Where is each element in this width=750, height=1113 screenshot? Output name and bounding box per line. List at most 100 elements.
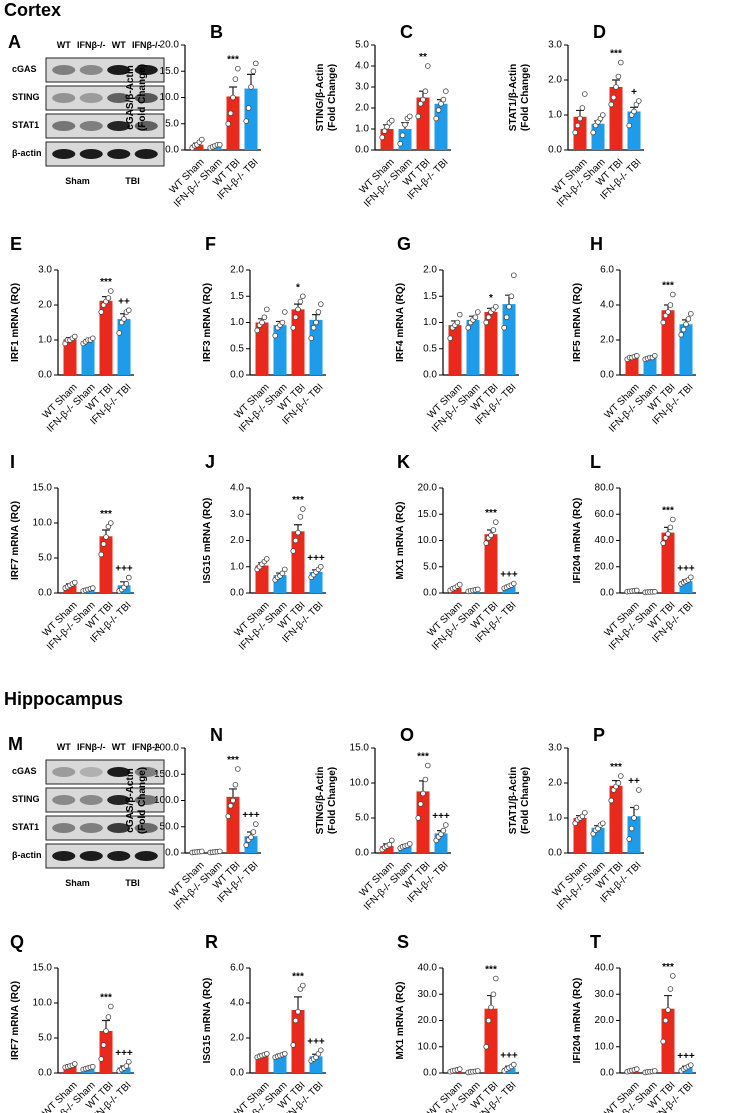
y-axis-label: (Fold Change) bbox=[327, 64, 338, 131]
significance: *** bbox=[662, 281, 674, 292]
data-point bbox=[667, 524, 674, 531]
data-point bbox=[680, 326, 687, 333]
bar bbox=[255, 322, 269, 375]
significance: +++ bbox=[242, 810, 260, 821]
lane-label: IFNβ-/- bbox=[132, 40, 161, 50]
bar bbox=[291, 309, 305, 375]
data-point bbox=[687, 310, 694, 317]
bar bbox=[273, 325, 287, 375]
data-point bbox=[665, 1007, 671, 1013]
data-point bbox=[279, 570, 286, 577]
data-point bbox=[669, 973, 676, 979]
bar bbox=[99, 300, 113, 375]
y-tick-label: 0.0 bbox=[423, 588, 437, 599]
bar bbox=[416, 97, 430, 150]
panel-letter: I bbox=[10, 452, 15, 472]
y-tick-label: 6.0 bbox=[230, 963, 244, 974]
band bbox=[79, 121, 103, 131]
y-tick-label: 0.0 bbox=[230, 370, 244, 381]
data-point bbox=[678, 331, 684, 338]
data-point bbox=[72, 1061, 78, 1067]
y-tick-label: 2.0 bbox=[548, 75, 562, 86]
band bbox=[134, 93, 158, 103]
significance: *** bbox=[100, 277, 112, 288]
band bbox=[79, 851, 103, 861]
y-tick-label: 5.0 bbox=[423, 561, 437, 572]
data-point bbox=[610, 94, 617, 101]
data-point bbox=[105, 295, 112, 301]
bar bbox=[398, 129, 412, 150]
y-tick-label: 10.0 bbox=[418, 535, 438, 546]
y-tick-label: 0.0 bbox=[423, 370, 437, 381]
data-point bbox=[492, 303, 499, 310]
data-point bbox=[199, 136, 205, 143]
band bbox=[107, 93, 131, 103]
panel-letter: E bbox=[10, 234, 22, 254]
data-point bbox=[292, 1017, 299, 1024]
band bbox=[79, 823, 103, 833]
data-point bbox=[381, 128, 388, 134]
lane-label: WT bbox=[57, 742, 71, 752]
data-point bbox=[230, 797, 236, 804]
data-point bbox=[397, 140, 404, 147]
band bbox=[52, 767, 76, 777]
y-tick-label: 10.0 bbox=[350, 778, 370, 789]
y-axis-label: IFI204 mRNA (RQ) bbox=[572, 978, 583, 1064]
lane-label: IFNβ-/- bbox=[77, 742, 106, 752]
protein-label: STING bbox=[12, 794, 40, 804]
bar bbox=[255, 565, 269, 593]
y-tick-label: 40.0 bbox=[418, 963, 438, 974]
data-point bbox=[510, 580, 517, 587]
data-point bbox=[581, 91, 588, 97]
band bbox=[52, 851, 76, 861]
data-point bbox=[599, 112, 606, 118]
band bbox=[107, 65, 131, 75]
y-tick-label: 0.5 bbox=[230, 343, 244, 354]
data-point bbox=[581, 809, 588, 816]
band bbox=[52, 795, 76, 805]
bar bbox=[380, 846, 394, 853]
bar bbox=[484, 534, 498, 593]
blot-strip bbox=[45, 759, 165, 785]
data-point bbox=[613, 84, 619, 90]
bar bbox=[63, 1066, 77, 1073]
y-tick-label: 1.5 bbox=[230, 291, 244, 302]
significance: *** bbox=[417, 752, 429, 763]
y-tick-label: 2.0 bbox=[230, 265, 244, 276]
data-point bbox=[660, 1038, 666, 1045]
y-tick-label: 50.0 bbox=[160, 821, 180, 832]
y-axis-label: STAT1/β-Actin bbox=[508, 767, 519, 834]
y-tick-label: 5.0 bbox=[355, 40, 369, 51]
bar bbox=[380, 129, 394, 150]
data-point bbox=[662, 535, 669, 541]
data-point bbox=[290, 1042, 297, 1048]
y-axis-label: IRF7 mRNA (RQ) bbox=[10, 981, 21, 1060]
y-tick-label: 0.0 bbox=[165, 145, 179, 156]
data-point bbox=[687, 574, 694, 581]
data-point bbox=[402, 122, 408, 128]
y-tick-label: 40.0 bbox=[595, 535, 615, 546]
data-point bbox=[248, 834, 254, 841]
bar bbox=[448, 325, 462, 375]
significance: ++ bbox=[628, 776, 640, 787]
y-tick-label: 15.0 bbox=[418, 509, 438, 520]
protein-label: STAT1 bbox=[12, 120, 39, 130]
data-point bbox=[483, 540, 490, 546]
data-point bbox=[245, 105, 252, 111]
data-point bbox=[90, 1063, 96, 1070]
bar bbox=[226, 96, 240, 150]
band bbox=[79, 795, 103, 805]
data-point bbox=[442, 88, 449, 94]
y-tick-label: 1.0 bbox=[548, 813, 562, 824]
band bbox=[107, 823, 131, 833]
data-point bbox=[483, 1043, 490, 1050]
y-tick-label: 0.0 bbox=[423, 1068, 437, 1079]
y-tick-label: 1.0 bbox=[548, 110, 562, 121]
significance: +++ bbox=[115, 564, 133, 575]
y-tick-label: 0.0 bbox=[548, 848, 562, 859]
data-point bbox=[472, 314, 479, 321]
data-point bbox=[126, 307, 132, 314]
y-tick-label: 1.0 bbox=[38, 335, 52, 346]
data-point bbox=[105, 1014, 112, 1020]
data-point bbox=[297, 514, 304, 520]
